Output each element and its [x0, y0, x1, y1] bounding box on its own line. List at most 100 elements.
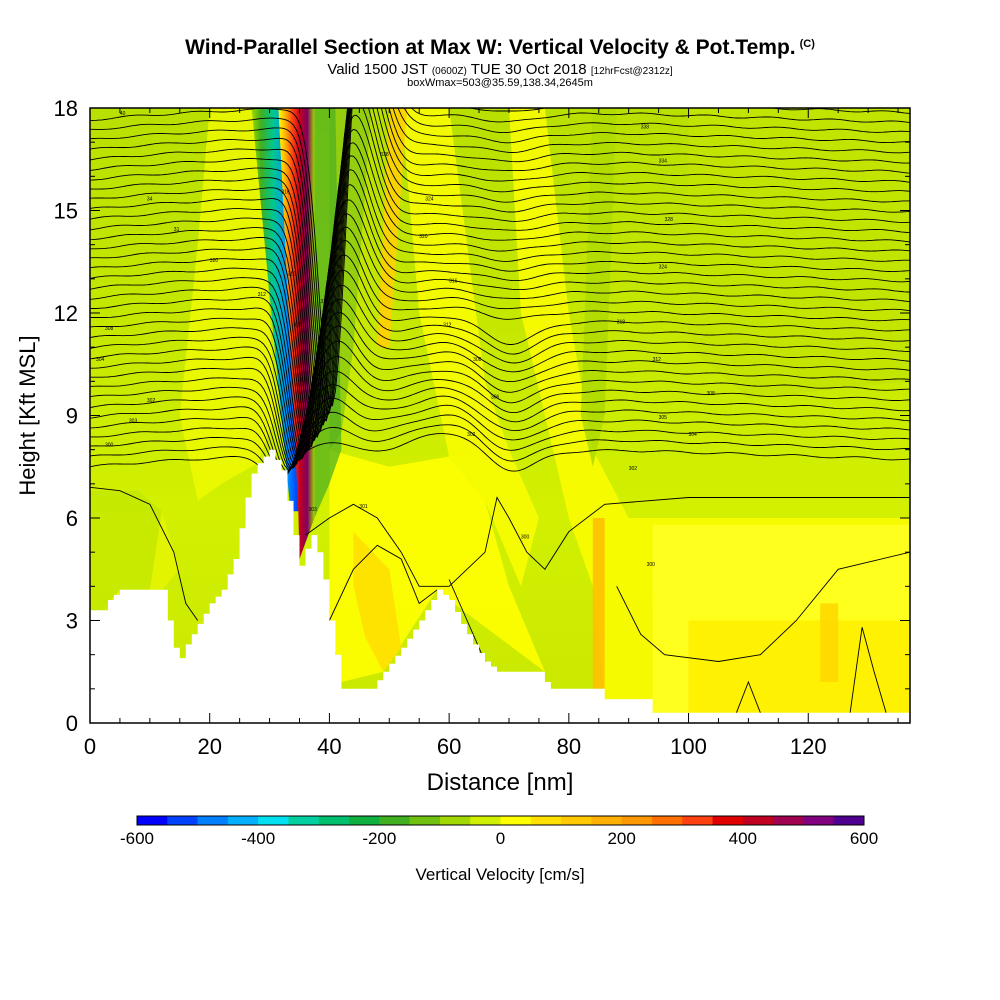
isentrope-line	[90, 108, 910, 437]
y-tick-label: 18	[54, 96, 78, 121]
y-axis-title: Height [Kft MSL]	[15, 335, 40, 495]
colorbar-swatch	[379, 816, 410, 825]
contour-label: 328	[665, 217, 674, 223]
colorbar-swatch	[470, 816, 501, 825]
colorbar-title: Vertical Velocity [cm/s]	[415, 865, 584, 884]
colorbar-swatch	[591, 816, 622, 825]
isentrope-line	[90, 128, 910, 445]
isentrope-line	[90, 108, 910, 414]
isentrope-line	[90, 284, 910, 465]
x-tick-label: 80	[557, 734, 581, 759]
isentrope-line	[90, 254, 910, 461]
contour-label: 310	[288, 271, 297, 277]
isentrope-line	[90, 108, 910, 422]
contour-label: 308	[707, 391, 716, 397]
contour-label: 324	[659, 265, 668, 271]
contour-labels: 40 34 31 320 308 304 302 303 300 316 312 310 308 305 3…	[96, 111, 715, 568]
isentrope-line	[849, 627, 887, 713]
isentrope-line	[90, 370, 910, 475]
downdraft-zone-right	[580, 108, 617, 467]
colorbar-tick-label: 0	[496, 829, 505, 848]
colorbar-swatch	[439, 816, 471, 825]
contour-label: 305	[659, 415, 668, 421]
colorbar-swatch	[288, 816, 320, 825]
contour-label: 300	[105, 442, 114, 448]
isentrope-line	[90, 108, 910, 425]
x-tick-label: 20	[197, 734, 221, 759]
isentrope-line	[90, 142, 910, 447]
chart-title: Wind-Parallel Section at Max W: Vertical…	[185, 36, 815, 59]
isentrope-line	[90, 340, 910, 470]
contour-label: 324	[425, 196, 434, 202]
isentrope-line	[90, 411, 910, 478]
colorbar-swatch	[227, 816, 259, 825]
isentrope-line	[90, 108, 910, 411]
contour-label: 301	[359, 504, 368, 510]
contour-label: 304	[689, 432, 698, 438]
contour-label: 302	[467, 432, 476, 438]
contour-label: 312	[443, 323, 452, 329]
updraft-zone-bottom-right	[688, 620, 910, 713]
contour-label: 318	[617, 319, 626, 325]
contour-label: 306	[491, 394, 500, 400]
colorbar-tick-label: 200	[607, 829, 635, 848]
isentrope-line	[90, 108, 910, 440]
x-axis-title: Distance [nm]	[427, 769, 574, 796]
updraft-streak-3	[820, 603, 839, 682]
isentrope-line	[90, 384, 910, 477]
isentrope-line	[90, 199, 910, 454]
contour-label: 302	[147, 398, 156, 404]
colorbar-tick-label: 400	[729, 829, 757, 848]
updraft-zone-left	[179, 108, 276, 501]
contour-label: 303	[129, 418, 138, 424]
chart-subtitle: Valid 1500 JST (0600Z) TUE 30 Oct 2018 […	[327, 61, 673, 78]
isentrope-line	[735, 680, 761, 713]
updraft-zone-core-low	[353, 531, 402, 672]
isentrope-line	[90, 108, 910, 438]
isentropes	[90, 108, 910, 481]
isentrope-line	[90, 325, 910, 470]
copyright-mark: (C)	[799, 38, 815, 50]
colorbar-swatch	[167, 816, 198, 825]
contour-label: 302	[629, 466, 638, 472]
colorbar-swatch	[621, 816, 653, 825]
isentrope-line	[328, 544, 438, 621]
contour-label: 334	[659, 159, 668, 165]
colorbar-swatch	[500, 816, 532, 825]
colorbar-swatch	[651, 816, 683, 825]
isentrope-line	[616, 551, 910, 662]
colorbar-swatch	[803, 816, 835, 825]
colorbar-swatch	[833, 816, 865, 825]
colorbar-swatch	[258, 816, 289, 825]
contour-label: 312	[653, 357, 662, 363]
colorbar: -600 -400 -200 0 200 400 600 Vertical Velocity …	[120, 815, 878, 884]
y-tick-label: 15	[54, 199, 78, 224]
x-tick-label: 120	[790, 734, 827, 759]
y-tick-label: 3	[66, 609, 78, 634]
colorbar-swatch	[561, 816, 592, 825]
isentrope-line	[90, 108, 910, 426]
colorbar-swatch	[137, 816, 168, 825]
isentrope-line	[90, 108, 910, 430]
contour-label: 31	[174, 227, 180, 233]
colorbar-swatch	[349, 816, 380, 825]
colorbar-tick-label: -600	[120, 829, 154, 848]
isentrope-line	[90, 298, 910, 468]
colorbar-swatch	[197, 816, 229, 825]
colorbar-swatch	[530, 816, 562, 825]
contour-label: 338	[641, 125, 650, 131]
colorbar-swatch	[682, 816, 713, 825]
isentrope-line	[90, 311, 910, 469]
isentrope-line	[90, 424, 910, 479]
contour-label: 300	[521, 535, 530, 541]
isentrope-line	[90, 486, 199, 621]
contour-label: 312	[317, 343, 326, 349]
contour-label: 320	[210, 258, 219, 264]
isentrope-line	[90, 169, 910, 451]
contour-label: 316	[320, 299, 329, 305]
contour-label: 304	[96, 357, 105, 363]
isentrope-line	[90, 108, 910, 433]
contour-label: 34	[147, 196, 153, 202]
contour-label: 312	[258, 292, 267, 298]
isentrope-line	[90, 433, 910, 481]
